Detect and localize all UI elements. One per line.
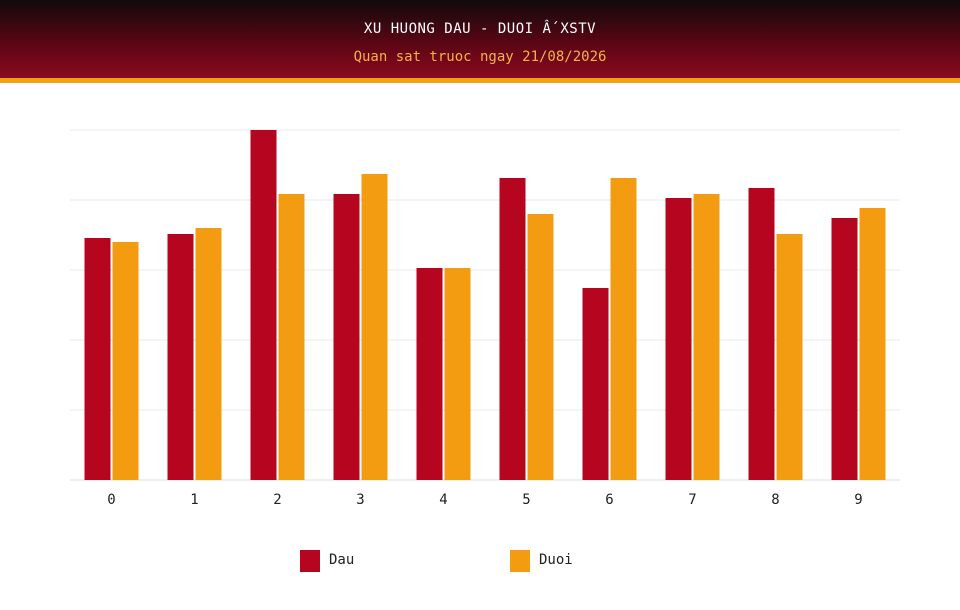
legend-label-duoi: Duoi (539, 552, 573, 568)
bar-chart: 0 1 2 3 4 5 6 7 8 9 (70, 129, 900, 508)
x-tick-label: 6 (605, 492, 613, 508)
bar-duoi-2[interactable] (278, 194, 305, 480)
bar-dau-3[interactable] (333, 194, 360, 480)
bar-duoi-8[interactable] (776, 234, 803, 480)
bar-duoi-7[interactable] (693, 194, 720, 480)
chart-header: XU HUONG DAU - DUOI Ấ XSTV Quan sat truo… (0, 0, 960, 78)
legend-swatch-duoi (510, 550, 530, 572)
x-tick-label: 1 (190, 492, 198, 508)
bar-dau-2[interactable] (250, 130, 277, 480)
x-tick-label: 7 (688, 492, 696, 508)
bar-duoi-1[interactable] (195, 228, 222, 480)
chart-subtitle: Quan sat truoc ngay 21/08/2026 (353, 49, 607, 65)
legend-label-dau: Dau (329, 552, 355, 568)
bar-dau-9[interactable] (831, 218, 858, 480)
bar-dau-0[interactable] (84, 238, 111, 480)
x-tick-label: 2 (273, 492, 281, 508)
bar-duoi-4[interactable] (444, 268, 471, 480)
grid-lines (70, 129, 900, 481)
x-tick-label: 8 (771, 492, 779, 508)
x-tick-label: 9 (854, 492, 862, 508)
x-tick-label: 0 (107, 492, 115, 508)
chart-title: XU HUONG DAU - DUOI Ấ XSTV (363, 21, 597, 37)
bar-duoi-5[interactable] (527, 214, 554, 480)
bar-duoi-9[interactable] (859, 208, 886, 480)
header-accent-strip (0, 78, 960, 83)
bar-duoi-6[interactable] (610, 178, 637, 480)
bar-dau-8[interactable] (748, 188, 775, 480)
x-tick-label: 3 (356, 492, 364, 508)
legend-swatch-dau (300, 550, 320, 572)
bars (84, 130, 886, 480)
bar-duoi-0[interactable] (112, 242, 139, 480)
bar-dau-7[interactable] (665, 198, 692, 480)
x-tick-label: 4 (439, 492, 447, 508)
bar-duoi-3[interactable] (361, 174, 388, 480)
x-tick-label: 5 (522, 492, 530, 508)
bar-dau-6[interactable] (582, 288, 609, 480)
bar-dau-1[interactable] (167, 234, 194, 480)
bar-dau-4[interactable] (416, 268, 443, 480)
bar-dau-5[interactable] (499, 178, 526, 480)
x-tick-labels: 0 1 2 3 4 5 6 7 8 9 (107, 492, 862, 508)
